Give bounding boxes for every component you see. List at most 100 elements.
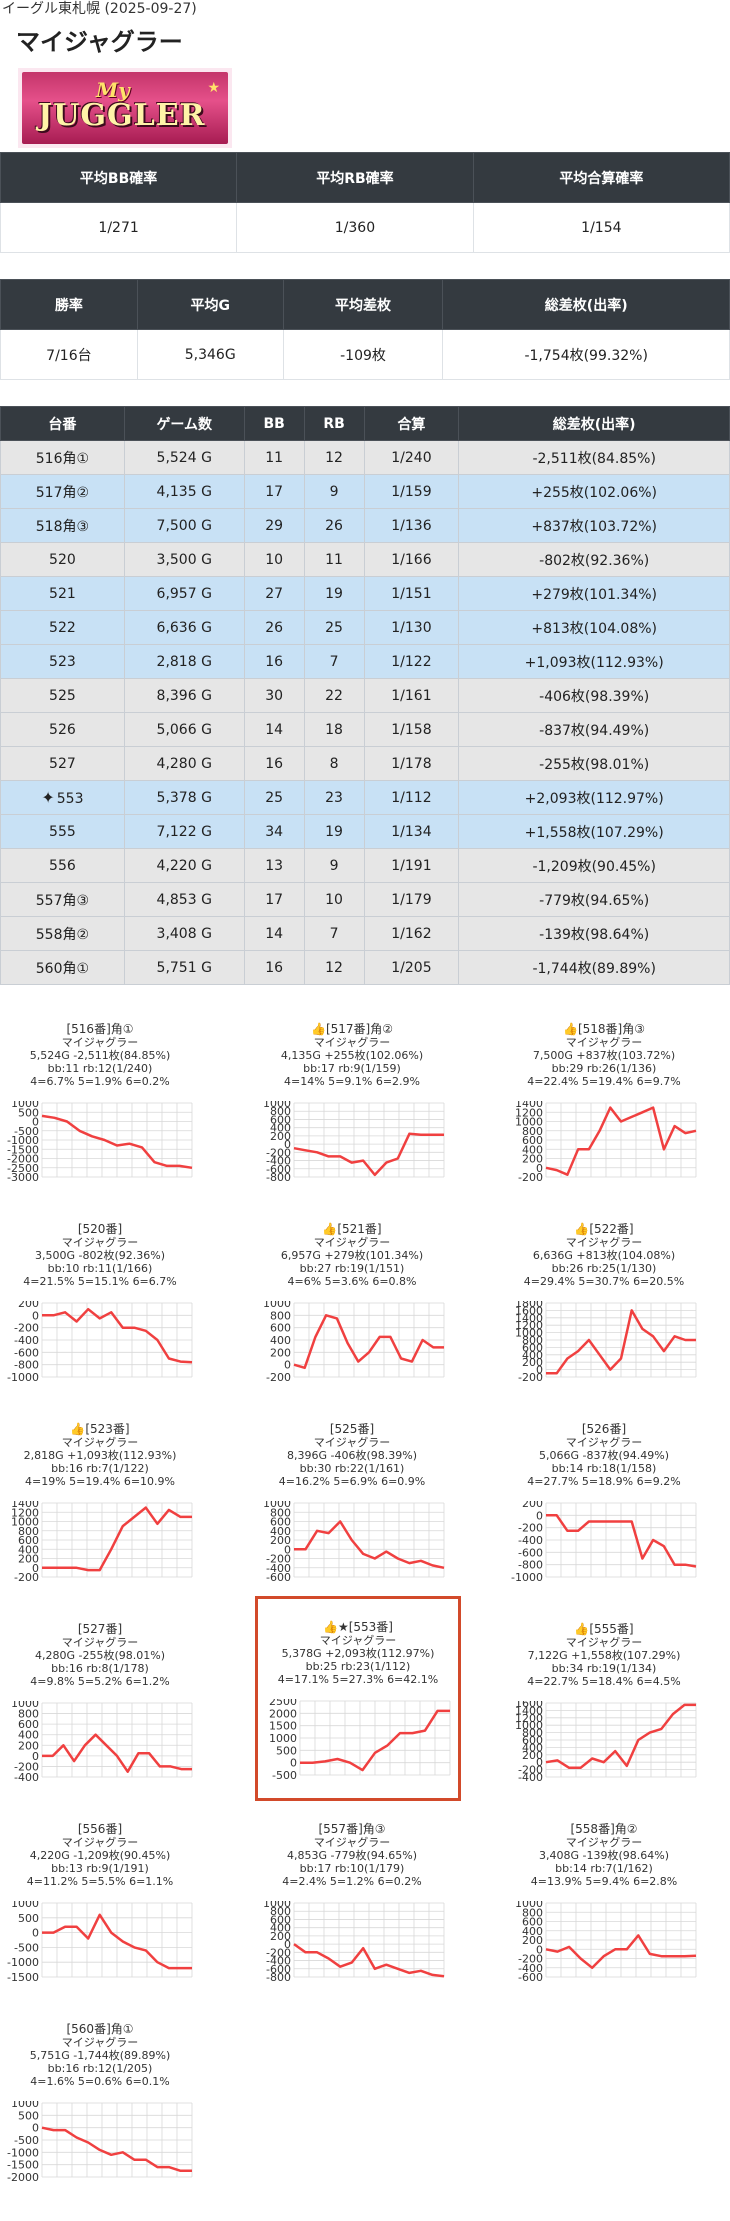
summary-value: 1/271 [0, 202, 238, 253]
card-line1: 4,280G -255枚(98.01%) [34, 1649, 165, 1662]
machine-chart-card[interactable]: 👍[555番] マイジャグラー 7,122G +1,558枚(107.29%) bb:… [504, 1601, 704, 1791]
table-row[interactable]: 557角③ 4,853 G 17 10 1/179 -779枚(94.65%) [0, 882, 730, 917]
table-row[interactable]: 526 5,066 G 14 18 1/158 -837枚(94.49%) [0, 712, 730, 747]
machine-chart-card[interactable]: 👍[522番] マイジャグラー 6,636G +813枚(104.08%) bb:26… [504, 1201, 704, 1391]
machine-chart-card[interactable]: [558番]角② マイジャグラー 3,408G -139枚(98.64%) bb:14… [504, 1801, 704, 1991]
table-row[interactable]: 516角① 5,524 G 11 12 1/240 -2,511枚(84.85%) [0, 440, 730, 475]
logo-star-icon: ★ [207, 80, 220, 96]
y-tick-label: 800 [522, 1727, 543, 1740]
cell-text: -837枚(94.49%) [539, 722, 650, 739]
y-tick-label: -3000 [7, 1171, 39, 1181]
table-row[interactable]: 525 8,396 G 30 22 1/161 -406枚(98.39%) [0, 678, 730, 713]
machine-chart-card[interactable]: 👍[517番]角② マイジャグラー 4,135G +255枚(102.06%) bb:… [252, 1001, 452, 1191]
table-row[interactable]: 560角① 5,751 G 16 12 1/205 -1,744枚(89.89%) [0, 950, 730, 985]
table-row[interactable]: 555 7,122 G 34 19 1/134 +1,558枚(107.29%) [0, 814, 730, 849]
cell-text: 9 [329, 483, 339, 500]
cell-text: 1/130 [391, 619, 432, 636]
column-header[interactable]: 合算 [363, 406, 460, 441]
cell-text: -1,744枚(89.89%) [532, 960, 656, 977]
card-name: マイジャグラー [565, 1836, 643, 1849]
column-header[interactable]: 台番 [0, 406, 125, 441]
star-icon: ★ [337, 1620, 349, 1634]
y-tick-label: 0 [284, 1938, 291, 1951]
table-row[interactable]: ✦ 553 5,378 G 25 23 1/112 +2,093枚(112.97%) [0, 780, 730, 815]
cell-text: 7 [329, 925, 339, 942]
cell-text: -802枚(92.36%) [539, 552, 650, 569]
y-tick-label: -400 [14, 1334, 39, 1347]
y-tick-label: 0 [536, 1364, 543, 1377]
cell-text: 520 [49, 551, 76, 568]
machine-chart-card[interactable]: [527番] マイジャグラー 4,280G -255枚(98.01%) bb:16 r… [0, 1601, 200, 1791]
table-row[interactable]: 558角② 3,408 G 14 7 1/162 -139枚(98.64%) [0, 916, 730, 951]
summary-value: -109枚 [282, 329, 444, 380]
summary-header: 平均RB確率 [236, 152, 474, 203]
y-tick-label: 400 [522, 1925, 543, 1938]
y-tick-label: -600 [14, 1346, 39, 1359]
machine-chart-card[interactable]: 👍[521番] マイジャグラー 6,957G +279枚(101.34%) bb:27… [252, 1201, 452, 1391]
cell-text: +837枚(103.72%) [531, 518, 658, 535]
y-tick-label: -500 [272, 1769, 297, 1779]
y-tick-label: 1200 [11, 1506, 39, 1519]
cell-text: 1/166 [391, 551, 432, 568]
slump-line [41, 1114, 193, 1170]
summary-header: 総差枚(出率) [442, 279, 730, 330]
table-row[interactable]: 527 4,280 G 16 8 1/178 -255枚(98.01%) [0, 746, 730, 781]
table-cell-rb: 22 [303, 678, 365, 713]
card-title: 👍[522番] [504, 1223, 704, 1236]
column-header[interactable]: 総差枚(出率) [458, 406, 730, 441]
machine-chart-card[interactable]: [557番]角③ マイジャグラー 4,853G -779枚(94.65%) bb:17… [252, 1801, 452, 1991]
y-tick-label: 200 [270, 1346, 291, 1359]
y-tick-label: -600 [266, 1163, 291, 1176]
table-row[interactable]: 517角② 4,135 G 17 9 1/159 +255枚(102.06%) [0, 474, 730, 509]
y-tick-label: 800 [522, 1125, 543, 1138]
column-header[interactable]: BB [243, 406, 305, 441]
cell-text: 19 [325, 585, 343, 602]
table-cell-games: 5,751 G [123, 950, 245, 985]
cell-text: 13 [265, 857, 284, 874]
summary-value: 7/16台 [0, 329, 138, 380]
card-title: [520番] [0, 1223, 200, 1236]
table-row[interactable]: 556 4,220 G 13 9 1/191 -1,209枚(90.45%) [0, 848, 730, 883]
card-line3: 4=19% 5=19.4% 6=10.9% [25, 1475, 175, 1488]
cell-text: 26 [265, 619, 284, 636]
y-tick-label: 400 [18, 1543, 39, 1556]
card-line2: bb:29 rb:26(1/136) [551, 1062, 657, 1075]
y-tick-label: -2000 [7, 2171, 39, 2181]
machine-chart-card[interactable]: [520番] マイジャグラー 3,500G -802枚(92.36%) bb:10 r… [0, 1201, 200, 1391]
card-line1: 3,408G -139枚(98.64%) [538, 1849, 669, 1862]
machine-chart-card[interactable]: [556番] マイジャグラー 4,220G -1,209枚(90.45%) bb:13… [0, 1801, 200, 1991]
y-tick-label: 1400 [11, 1501, 39, 1510]
cell-text: 1/151 [391, 585, 432, 602]
machine-chart-card[interactable]: 👍[523番] マイジャグラー 2,818G +1,093枚(112.93%) bb:… [0, 1401, 200, 1591]
cell-text: 29 [265, 517, 284, 534]
column-header[interactable]: RB [303, 406, 365, 441]
table-row[interactable]: 521 6,957 G 27 19 1/151 +279枚(101.34%) [0, 576, 730, 611]
y-tick-label: -500 [14, 2134, 39, 2147]
machine-chart-card[interactable]: [526番] マイジャグラー 5,066G -837枚(94.49%) bb:14 r… [504, 1401, 704, 1591]
cell-text: 1/178 [391, 755, 432, 772]
table-cell-diff: +255枚(102.06%) [458, 474, 730, 509]
y-tick-label: -1000 [7, 1134, 39, 1147]
card-title: [558番]角② [504, 1823, 704, 1836]
card-name: マイジャグラー [61, 1436, 139, 1449]
table-row[interactable]: 518角③ 7,500 G 29 26 1/136 +837枚(103.72%) [0, 508, 730, 543]
machine-chart-card[interactable]: 👍★[553番] マイジャグラー 5,378G +2,093枚(112.97%) bb… [255, 1596, 461, 1801]
y-tick-label: 1000 [263, 1501, 291, 1510]
table-cell-bb: 16 [243, 644, 305, 679]
slump-line [42, 1733, 192, 1773]
table-row[interactable]: 522 6,636 G 26 25 1/130 +813枚(104.08%) [0, 610, 730, 645]
y-tick-label: 200 [18, 1301, 39, 1310]
cell-text: 34 [265, 823, 284, 840]
machine-chart-card[interactable]: [560番]角① マイジャグラー 5,751G -1,744枚(89.89%) bb:… [0, 2001, 200, 2191]
y-tick-label: 0 [32, 1116, 39, 1129]
column-header[interactable]: ゲーム数 [123, 406, 245, 441]
table-row[interactable]: 523 2,818 G 16 7 1/122 +1,093枚(112.93%) [0, 644, 730, 679]
cell-text: 555 [49, 823, 76, 840]
table-row[interactable]: 520 3,500 G 10 11 1/166 -802枚(92.36%) [0, 542, 730, 577]
machine-chart-card[interactable]: [516番]角① マイジャグラー 5,524G -2,511枚(84.85%) bb:… [0, 1001, 200, 1191]
table-cell-total: 1/158 [363, 712, 460, 747]
machine-chart-card[interactable]: [525番] マイジャグラー 8,396G -406枚(98.39%) bb:30 r… [252, 1401, 452, 1591]
machine-chart-card[interactable]: 👍[518番]角③ マイジャグラー 7,500G +837枚(103.72%) bb:… [504, 1001, 704, 1191]
table-cell-bb: 10 [243, 542, 305, 577]
